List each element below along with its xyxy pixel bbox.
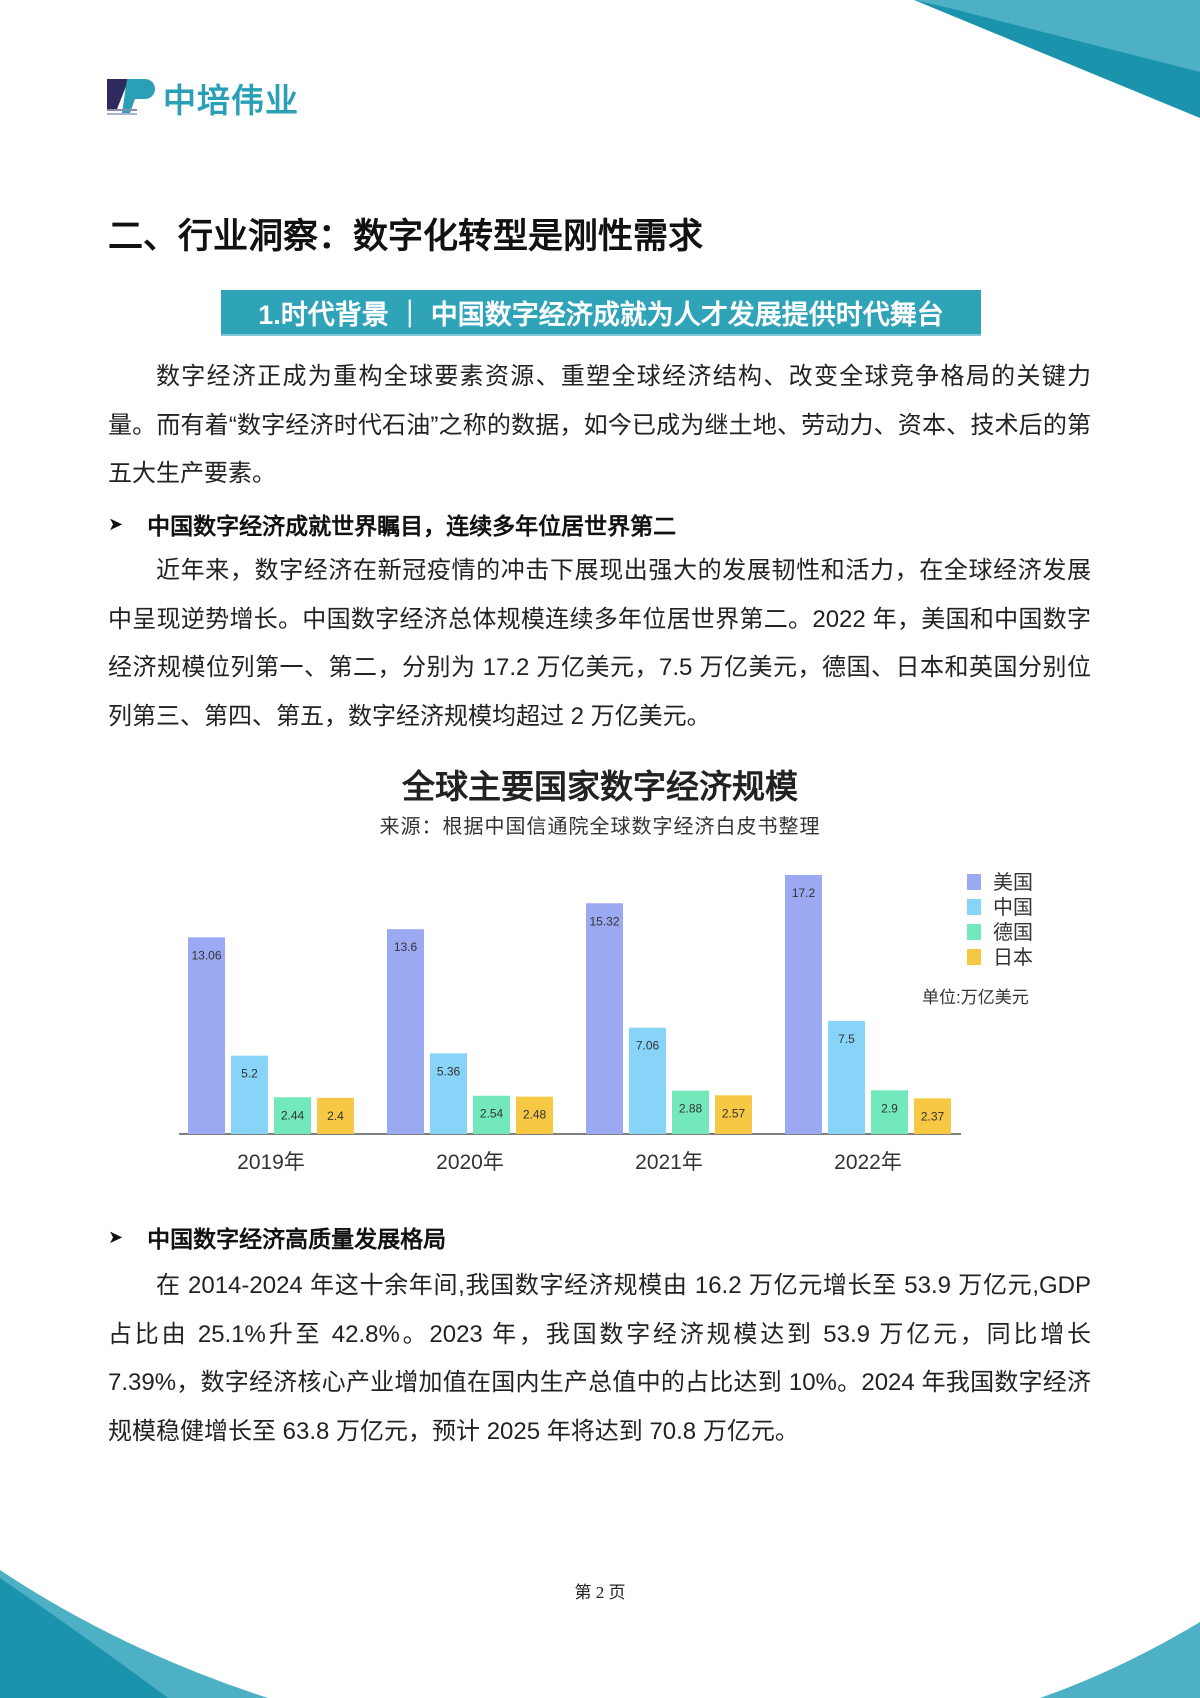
chart-subtitle: 来源：根据中国信通院全球数字经济白皮书整理 (379, 816, 821, 838)
legend-swatch-德国 (967, 924, 981, 940)
data-label: 2.9 (881, 1101, 898, 1115)
bar-美国-2021年 (586, 903, 623, 1134)
chart-title: 全球主要国家数字经济规模 (402, 768, 798, 805)
bar-日本-2020年 (516, 1096, 553, 1134)
bullet-heading-1: ➤ 中国数字经济成就世界瞩目，连续多年位居世界第二 (108, 509, 676, 539)
data-label: 2.4 (327, 1109, 344, 1123)
unit-label: 单位:万亿美元 (922, 988, 1029, 1007)
bar-美国-2019年 (188, 937, 225, 1134)
legend-swatch-日本 (967, 949, 981, 965)
legend-swatch-美国 (967, 874, 981, 890)
bar-德国-2021年 (672, 1090, 709, 1134)
arrow-bullet-icon: ➤ (108, 513, 124, 534)
data-label: 2.57 (722, 1106, 746, 1120)
data-label: 17.2 (792, 886, 816, 900)
data-label: 13.6 (394, 940, 418, 954)
data-label: 2.37 (921, 1109, 945, 1123)
page-title: 二、行业洞察：数字化转型是刚性需求 (108, 217, 704, 256)
bar-中国-2022年 (828, 1021, 865, 1134)
bar-德国-2022年 (871, 1090, 908, 1134)
data-label: 7.06 (636, 1039, 660, 1053)
legend-label: 中国 (993, 896, 1033, 919)
paragraph-ranking: 近年来，数字经济在新冠疫情的冲击下展现出强大的发展韧性和活力，在全球经济发展中呈… (108, 557, 1091, 730)
corner-top-right-light (914, 0, 1200, 72)
paragraph-intro: 数字经济正成为重构全球要素资源、重塑全球经济结构、改变全球竞争格局的关键力量。而… (108, 363, 1091, 487)
bullet-heading-text: 中国数字经济成就世界瞩目，连续多年位居世界第二 (147, 513, 677, 539)
company-name: 中培伟业 (163, 82, 299, 119)
x-tick-label: 2019年 (237, 1151, 305, 1174)
data-label: 5.2 (241, 1067, 258, 1081)
bar-中国-2019年 (231, 1055, 268, 1134)
legend-label: 德国 (993, 921, 1033, 944)
bar-德国-2019年 (274, 1097, 311, 1134)
x-tick-label: 2020年 (436, 1151, 504, 1174)
company-logo: 中培伟业 (107, 78, 299, 119)
arrow-bullet-icon: ➤ (108, 1226, 124, 1247)
section-banner: 1.时代背景 ｜ 中国数字经济成就为人才发展提供时代舞台 (221, 290, 981, 336)
bar-美国-2020年 (387, 929, 424, 1134)
page-number: 第 2 页 (574, 1583, 626, 1602)
data-label: 2.54 (480, 1107, 504, 1121)
data-label: 2.88 (679, 1102, 703, 1116)
legend-swatch-中国 (967, 899, 981, 915)
paragraph-development: 在 2014-2024 年这十余年间,我国数字经济规模由 16.2 万亿元增长至… (108, 1272, 1091, 1445)
bar-美国-2022年 (785, 874, 822, 1134)
data-label: 15.32 (589, 914, 619, 928)
bar-中国-2020年 (430, 1053, 467, 1134)
data-label: 2.44 (281, 1108, 305, 1122)
corner-bottom-right (1040, 1622, 1200, 1698)
x-tick-label: 2021年 (635, 1151, 703, 1174)
corner-bottom-left-dark (0, 1578, 168, 1698)
data-label: 5.36 (437, 1064, 461, 1078)
bar-中国-2021年 (629, 1027, 666, 1134)
bullet-heading-2: ➤ 中国数字经济高质量发展格局 (108, 1222, 446, 1252)
data-label: 13.06 (191, 948, 221, 962)
data-label: 7.5 (838, 1032, 855, 1046)
legend-label: 美国 (993, 871, 1033, 894)
x-tick-label: 2022年 (834, 1151, 902, 1174)
bar-日本-2022年 (914, 1098, 951, 1134)
legend-label: 日本 (993, 946, 1033, 969)
zp-logo-icon (107, 79, 155, 115)
bar-日本-2019年 (317, 1097, 354, 1134)
bar-德国-2020年 (473, 1095, 510, 1134)
bullet-heading-text: 中国数字经济高质量发展格局 (147, 1226, 447, 1252)
bar-日本-2021年 (715, 1095, 752, 1134)
data-label: 2.48 (523, 1108, 547, 1122)
